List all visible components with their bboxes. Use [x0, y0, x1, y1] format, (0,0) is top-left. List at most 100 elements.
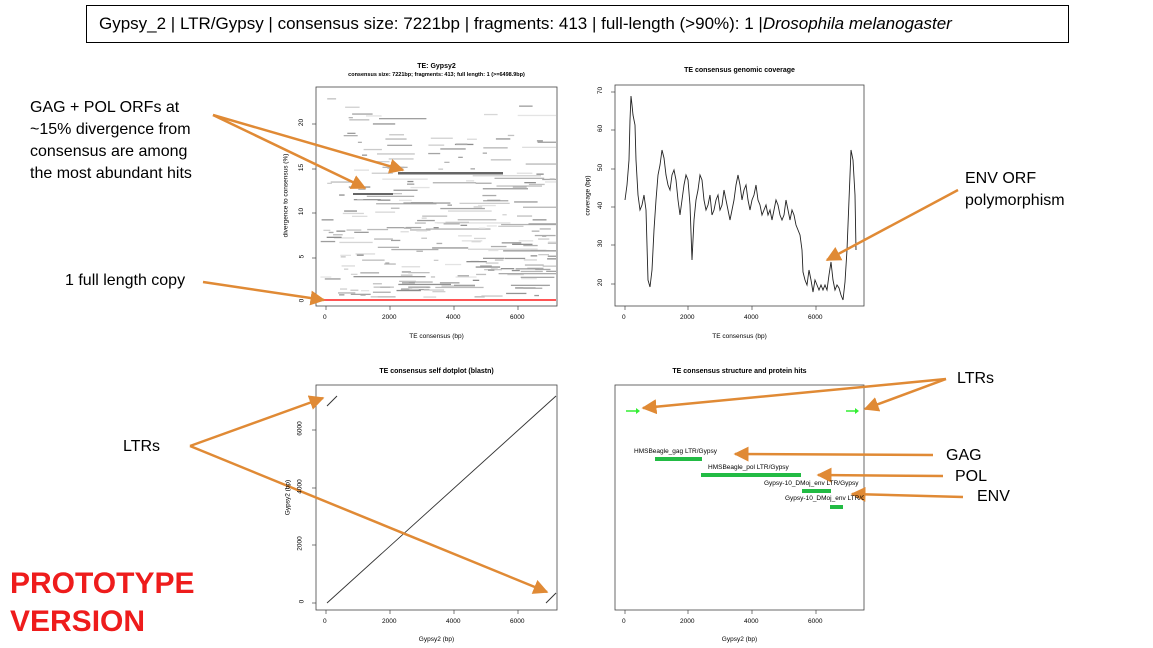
plot3-xtick-3: 6000 [510, 618, 525, 625]
plot1-fragment [515, 268, 540, 270]
plot1-fragment [342, 212, 364, 215]
plot1-fragment [389, 134, 404, 136]
arrow-env [850, 486, 964, 502]
annotation-gag-pol-line4: the most abundant hits [30, 165, 192, 182]
plot1-fragment [490, 245, 507, 248]
plot3-ytick-2: 4000 [296, 479, 304, 494]
plot1-fragment [458, 156, 463, 158]
plot4-hit-label-env2: Gypsy-10_DMoj_env LTR/Gypsy [785, 495, 864, 502]
prototype-line1: PROTOTYPE [10, 567, 195, 600]
plot3-ytick-0: 0 [298, 599, 306, 604]
prototype-label: PROTOTYPE VERSION [10, 565, 194, 641]
plot1-full-length-line [320, 299, 556, 301]
plot1-title: TE: Gypsy2 [417, 63, 456, 70]
plot1-fragment [353, 276, 426, 278]
plot1-ytick-0: 0 [298, 298, 306, 303]
arrow-gag [733, 446, 934, 462]
plot2-title: TE consensus genomic coverage [684, 67, 795, 74]
plot1-fragment [338, 292, 356, 294]
plot1-fragment [524, 182, 536, 184]
plot1-fragment [421, 217, 427, 219]
plot1-fragment [473, 206, 483, 208]
plot3-diagonal [326, 395, 557, 604]
plot1-fragment [457, 219, 497, 221]
plot1-frame [315, 86, 558, 307]
plot1-fragment [353, 199, 381, 201]
plot1-fragment [401, 271, 411, 273]
plot1-fragment [455, 143, 468, 145]
annotation-ltrs-left: LTRs [123, 438, 161, 455]
plot1-fragment [396, 289, 421, 292]
annotation-gag-pol-line2: ~15% divergence from [30, 121, 191, 138]
plot1-fragment [347, 132, 356, 134]
plot1-fragment [376, 203, 437, 205]
plot2-frame [614, 84, 865, 307]
plot1-fragment [542, 178, 556, 181]
plot1-fragment [468, 248, 538, 250]
annotation-ltrs-right: LTRs [957, 370, 995, 387]
plot1-fragment [439, 282, 460, 284]
plot1-fragment [403, 202, 451, 204]
plot1-fragment [402, 282, 415, 284]
plot1-fragment [414, 222, 426, 224]
annotation-gag: GAG [946, 447, 982, 464]
plot1-fragment [345, 106, 360, 108]
plot1-fragment [405, 226, 422, 229]
plot1-fragment [350, 293, 371, 295]
plot1-fragment [518, 240, 534, 242]
plot1-fragment [501, 242, 522, 244]
plot1-fragment [377, 199, 391, 201]
plot1-fragment [481, 295, 503, 297]
plot1-fragment [547, 258, 556, 260]
plot1-fragment [461, 240, 483, 242]
plot1-fragment [377, 246, 399, 248]
plot2-ytick-5: 70 [597, 86, 605, 95]
arrow-ltrs-left-top [189, 395, 325, 448]
plot2-ytick-0: 20 [597, 278, 605, 287]
plot1-fragment [320, 240, 336, 243]
plot4-gag-bar [655, 457, 702, 461]
plot2-ytick-2: 40 [597, 201, 605, 210]
plot1-fragment [354, 231, 369, 233]
plot1-fragment [328, 231, 334, 234]
plot1-fragment [494, 259, 504, 261]
plot1-fragment [546, 270, 556, 272]
plot1-fragment [523, 287, 543, 289]
annotation-gag-pol-line1: GAG + POL ORFs at [30, 99, 180, 116]
plot1-fragment [504, 257, 526, 260]
plot4-hit-label-pol: HMSBeagle_pol LTR/Gypsy [708, 464, 789, 471]
plot1-fragment [422, 215, 448, 217]
plot1-xlabel: TE consensus (bp) [409, 333, 464, 340]
plot1-fragment [440, 148, 466, 150]
plot1-fragment [484, 113, 498, 116]
annotation-env-line1: ENV ORF [965, 170, 1037, 187]
plot1-fragments [320, 98, 556, 298]
arrow-ltrs-left-bottom [189, 444, 549, 594]
plot1-fragment [547, 242, 556, 244]
plot1-fragment [393, 189, 418, 191]
plot1-xtick-1: 2000 [382, 314, 397, 321]
plot1-fragment [346, 229, 362, 231]
plot1-fragment [519, 105, 533, 107]
plot1-fragment [548, 241, 556, 243]
plot1-fragment [355, 253, 376, 255]
plot1-fragment [475, 182, 492, 184]
plot4-xlabel: Gypsy2 (bp) [721, 636, 758, 643]
plot1-fragment [457, 275, 469, 277]
plot1-fragment [344, 268, 349, 270]
plot1-fragment [438, 168, 444, 170]
plot3-ytick-1: 2000 [296, 536, 304, 551]
plot1-fragment [410, 229, 431, 231]
plot1-fragment [486, 225, 497, 227]
plot3-frame [315, 384, 558, 611]
plot2-axes [611, 91, 817, 310]
plot1-fragment [436, 242, 443, 245]
plot1-fragment [537, 141, 556, 143]
plot1-fragment [372, 291, 391, 293]
plot1-fragment [432, 247, 469, 249]
plot1-fragment [531, 230, 540, 232]
plot1-fragment [435, 286, 484, 289]
plot1-fragment [430, 276, 436, 278]
plot1-fragment [476, 273, 487, 276]
